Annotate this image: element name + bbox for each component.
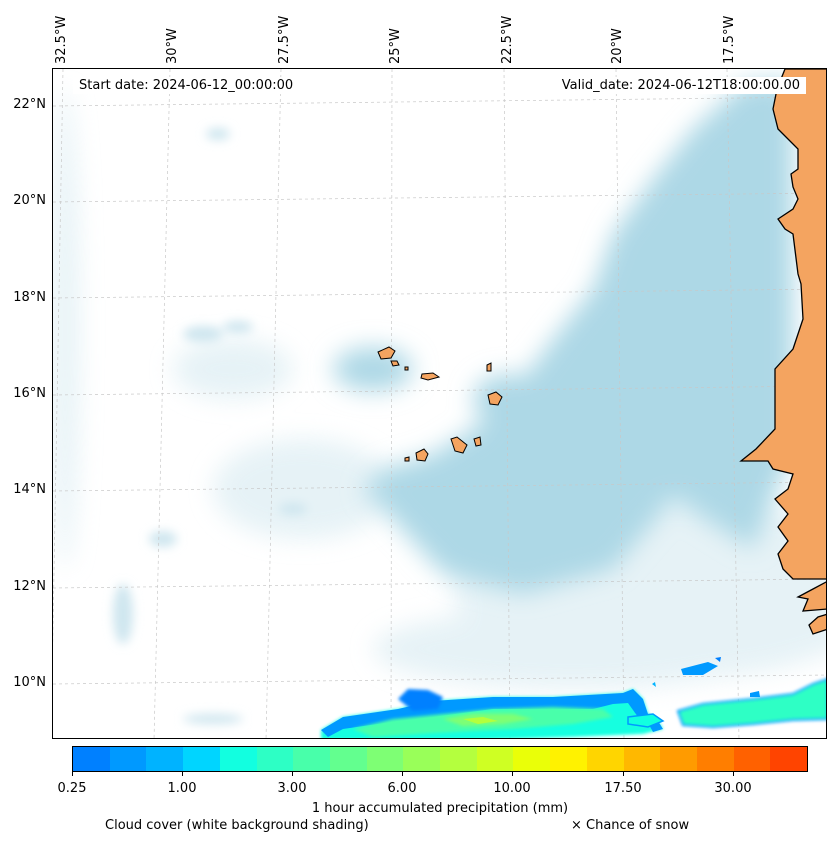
map-panel: Start date: 2024-06-12_00:00:00 Valid_da… xyxy=(52,68,827,739)
lat-label-18n: 18°N xyxy=(13,290,46,305)
legend-snow: × Chance of snow xyxy=(571,818,690,833)
legend-cloud-cover: Cloud cover (white background shading) xyxy=(105,818,369,833)
lat-label-14n: 14°N xyxy=(13,482,46,497)
cloud-cover-patches xyxy=(113,128,307,724)
precipitation-band xyxy=(321,657,826,738)
colorbar-swatch xyxy=(550,747,587,771)
colorbar-tick-label: 30.00 xyxy=(714,781,752,796)
precipitation-colorbar xyxy=(72,746,808,772)
colorbar-tickmark xyxy=(72,772,73,776)
start-date-label: Start date: 2024-06-12_00:00:00 xyxy=(73,77,300,94)
colorbar-swatch xyxy=(73,747,110,771)
colorbar-tick-label: 0.25 xyxy=(57,781,87,796)
colorbar-swatch xyxy=(733,747,771,771)
graticule xyxy=(53,69,826,738)
africa-mainland xyxy=(739,69,826,635)
lon-label-30w: 30°W xyxy=(165,28,180,64)
colorbar-swatch xyxy=(623,747,661,771)
lon-label-20w: 20°W xyxy=(610,28,625,64)
lat-label-22n: 22°N xyxy=(13,97,46,112)
map-canvas xyxy=(53,69,826,738)
colorbar-swatch xyxy=(586,747,624,771)
colorbar-swatch xyxy=(219,747,257,771)
colorbar-swatch xyxy=(109,747,147,771)
colorbar-swatch xyxy=(183,747,220,771)
colorbar-tickmark xyxy=(733,772,734,776)
lon-label-17.5w: 17.5°W xyxy=(722,15,737,64)
lon-label-25w: 25°W xyxy=(388,28,403,64)
lat-label-16n: 16°N xyxy=(13,386,46,401)
lon-label-22.5w: 22.5°W xyxy=(500,15,515,64)
lat-label-12n: 12°N xyxy=(13,579,46,594)
colorbar-swatch xyxy=(440,747,477,771)
cabo-verde-islands xyxy=(377,346,503,462)
colorbar-swatch xyxy=(476,747,514,771)
colorbar-swatch xyxy=(513,747,551,771)
colorbar-swatch xyxy=(770,747,808,771)
colorbar-swatch xyxy=(403,747,441,771)
colorbar-tickmark xyxy=(512,772,513,776)
colorbar-tick-label: 1.00 xyxy=(167,781,197,796)
colorbar-tickmark xyxy=(402,772,403,776)
colorbar-tickmark xyxy=(623,772,624,776)
colorbar-tick-label: 17.50 xyxy=(604,781,642,796)
lon-label-32.5w: 32.5°W xyxy=(54,15,69,64)
colorbar-swatch xyxy=(660,747,697,771)
colorbar-swatch xyxy=(146,747,184,771)
colorbar-swatch xyxy=(366,747,404,771)
lat-label-10n: 10°N xyxy=(13,675,46,690)
colorbar-tickmark xyxy=(292,772,293,776)
lat-label-20n: 20°N xyxy=(13,193,46,208)
colorbar-swatch xyxy=(329,747,367,771)
colorbar-swatch xyxy=(293,747,330,771)
colorbar-tickmark xyxy=(182,772,183,776)
lon-label-27.5w: 27.5°W xyxy=(277,15,292,64)
valid-date-label: Valid_date: 2024-06-12T18:00:00.00 xyxy=(555,77,806,94)
colorbar-title: 1 hour accumulated precipitation (mm) xyxy=(311,801,569,816)
colorbar-tick-label: 6.00 xyxy=(387,781,417,796)
cloud-cover-main xyxy=(333,79,793,594)
colorbar-tick-label: 10.00 xyxy=(493,781,531,796)
colorbar-swatch xyxy=(256,747,294,771)
colorbar-tick-label: 3.00 xyxy=(277,781,307,796)
colorbar-swatch xyxy=(696,747,734,771)
